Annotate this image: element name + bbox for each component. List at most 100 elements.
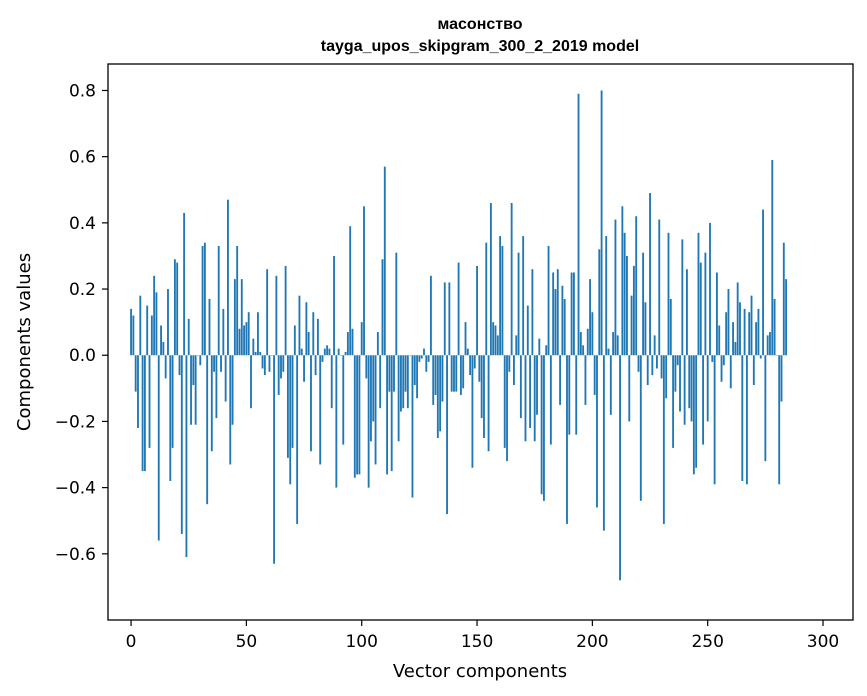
bar-238 [679, 355, 681, 412]
bar-203 [598, 249, 601, 356]
bar-43 [229, 355, 232, 465]
bar-167 [515, 335, 518, 356]
bar-118 [402, 355, 405, 409]
bar-80 [314, 355, 317, 376]
bar-17 [169, 355, 172, 481]
bar-69 [289, 355, 292, 485]
bar-231 [662, 355, 665, 525]
bar-237 [676, 355, 679, 366]
bar-153 [483, 355, 485, 438]
bar-87 [330, 355, 333, 409]
bar-266 [743, 308, 746, 356]
bar-169 [519, 355, 522, 419]
bar-9 [150, 315, 153, 356]
bar-79 [312, 312, 315, 356]
bar-82 [319, 355, 322, 465]
bar-41 [224, 355, 227, 402]
bar-103 [367, 355, 370, 488]
bar-180 [545, 345, 548, 356]
bar-274 [762, 209, 764, 356]
bar-23 [183, 212, 186, 356]
bar-278 [771, 159, 774, 356]
bar-25 [187, 318, 190, 356]
bar-160 [499, 236, 502, 356]
bar-108 [379, 355, 382, 409]
bar-130 [429, 275, 432, 356]
bar-92 [342, 355, 345, 445]
bar-248 [702, 355, 704, 445]
bar-250 [706, 355, 709, 422]
bar-40 [222, 308, 225, 356]
bar-89 [335, 355, 338, 488]
bar-257 [722, 355, 725, 366]
bar-105 [372, 355, 375, 422]
bar-44 [231, 355, 234, 425]
bar-191 [570, 272, 573, 356]
bar-197 [584, 355, 587, 405]
bar-83 [321, 355, 324, 362]
bar-67 [284, 265, 287, 356]
bar-184 [554, 289, 557, 356]
bar-235 [672, 355, 675, 448]
bar-47 [238, 328, 241, 356]
bar-221 [639, 355, 642, 501]
bar-252 [711, 355, 714, 362]
bar-207 [607, 348, 610, 356]
bar-60 [268, 355, 271, 372]
bar-78 [310, 355, 312, 452]
bar-179 [543, 355, 545, 501]
bar-7 [146, 305, 149, 356]
bar-122 [411, 355, 414, 498]
bar-192 [572, 272, 575, 356]
bar-3 [137, 355, 139, 429]
bar-270 [752, 355, 755, 386]
bar-37 [215, 355, 218, 419]
bar-194 [577, 93, 580, 356]
bar-186 [559, 355, 561, 405]
bar-182 [549, 355, 552, 445]
bar-206 [605, 236, 608, 356]
bar-202 [596, 355, 598, 508]
bar-24 [185, 355, 188, 558]
bar-138 [448, 282, 451, 356]
bar-86 [328, 348, 331, 356]
bar-42 [227, 199, 229, 356]
bar-124 [416, 355, 418, 399]
bar-174 [531, 269, 534, 356]
bar-100 [360, 322, 363, 356]
bar-75 [303, 355, 305, 382]
bar-45 [233, 279, 236, 356]
y-tick-label: −0.2 [55, 412, 96, 432]
bar-283 [782, 242, 785, 356]
bar-36 [213, 355, 216, 372]
bar-158 [494, 325, 497, 356]
bar-171 [524, 355, 527, 442]
bar-268 [748, 312, 751, 356]
bar-31 [201, 246, 204, 356]
bar-134 [439, 355, 442, 432]
bar-209 [612, 332, 615, 356]
chart-subtitle: tayga_upos_skipgram_300_2_2019 model [321, 38, 639, 55]
bar-240 [683, 355, 686, 425]
bar-277 [769, 332, 771, 356]
bars-group [130, 90, 788, 581]
bar-242 [688, 355, 691, 409]
bar-147 [469, 355, 472, 376]
bar-111 [386, 355, 389, 475]
bar-127 [423, 348, 425, 356]
bar-107 [376, 332, 379, 356]
bar-226 [651, 355, 654, 376]
bar-90 [337, 348, 340, 356]
bar-228 [656, 355, 658, 369]
bar-62 [273, 355, 275, 564]
bar-58 [263, 355, 266, 376]
bar-239 [681, 239, 684, 356]
bar-175 [533, 355, 536, 442]
bar-189 [566, 355, 568, 525]
bar-259 [727, 289, 730, 356]
bar-50 [245, 322, 248, 356]
bar-13 [160, 325, 162, 356]
bar-51 [247, 312, 250, 356]
bar-10 [153, 275, 156, 356]
bar-113 [390, 355, 393, 472]
